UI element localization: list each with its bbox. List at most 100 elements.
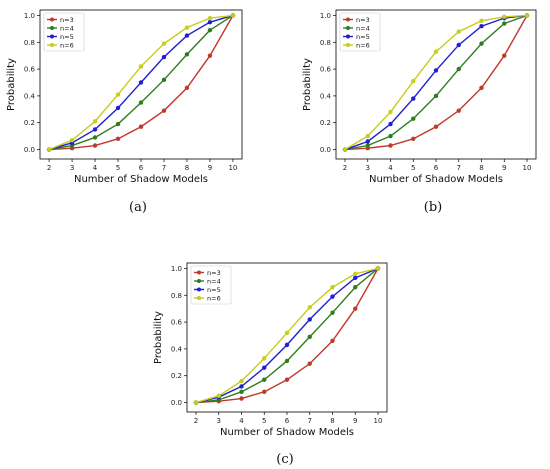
data-point-b-n=3-x9 [502,53,507,58]
data-point-c-n=4-x9 [353,285,358,290]
data-point-c-n=4-x8 [330,310,335,315]
x-tick-label-a-10: 10 [228,164,237,172]
y-tick-label-b-0.0: 0.0 [320,146,331,154]
data-point-c-n=6-x8 [330,285,335,290]
data-point-c-n=3-x6 [284,377,290,382]
legend-marker-b-n=5 [346,34,350,39]
data-point-a-n=3-x8 [184,85,190,91]
data-point-a-n=6-x3 [69,137,75,143]
data-point-a-n=3-x4 [92,143,98,148]
data-point-c-n=5-x7 [307,317,312,322]
legend-box-b [339,12,381,52]
x-axis-title-b: Number of Shadow Models [369,174,503,185]
data-point-c-n=4-x5 [262,377,267,382]
y-tick-label-b-0.4: 0.4 [320,92,332,100]
y-tick-label-a-0.2: 0.2 [24,119,35,127]
legend-marker-a-n=3 [50,17,54,22]
data-point-a-n=3-x5 [115,136,121,142]
x-tick-label-c-8: 8 [330,417,334,425]
data-point-b-n=3-x6 [433,124,439,129]
data-point-b-n=6-x7 [456,29,461,34]
data-point-b-n=6-x9 [502,14,507,20]
x-tick-label-a-8: 8 [185,164,189,172]
data-point-a-n=4-x8 [184,52,190,57]
data-point-c-n=3-x8 [330,338,335,344]
y-tick-label-b-0.8: 0.8 [320,39,331,47]
legend-label-b-n=6: n=6 [356,41,370,49]
data-point-c-n=5-x6 [284,342,290,348]
x-tick-label-b-2: 2 [343,164,347,172]
data-point-a-n=3-x7 [161,108,167,113]
data-point-a-n=6-x4 [92,119,98,124]
data-point-a-n=6-x8 [184,25,190,30]
data-point-a-n=5-x8 [184,33,190,38]
x-tick-label-c-3: 3 [217,417,221,425]
data-point-a-n=4-x7 [161,77,167,83]
data-point-c-n=3-x4 [239,396,244,401]
legend-marker-c-n=3 [197,270,201,275]
data-point-b-n=4-x5 [411,116,416,121]
x-axis-title-c: Number of Shadow Models [220,427,354,438]
data-point-c-n=5-x8 [330,294,335,299]
x-tick-label-a-5: 5 [116,164,120,172]
x-tick-label-c-4: 4 [239,417,244,425]
y-tick-label-c-0.2: 0.2 [171,372,182,380]
x-tick-label-b-3: 3 [366,164,370,172]
data-point-c-n=4-x6 [284,358,290,364]
data-point-b-n=4-x6 [433,93,439,99]
data-point-a-n=4-x9 [207,28,213,33]
y-tick-label-b-1.0: 1.0 [320,12,331,20]
data-point-c-n=6-x7 [307,305,312,310]
data-point-b-n=4-x3 [365,143,370,148]
x-tick-label-a-3: 3 [70,164,74,172]
y-tick-label-c-0.4: 0.4 [171,345,183,353]
data-point-b-n=3-x7 [456,108,461,113]
data-point-a-n=3-x6 [138,124,144,129]
x-tick-label-b-10: 10 [523,164,532,172]
data-point-c-n=6-x3 [216,393,221,399]
data-point-b-n=5-x8 [479,23,484,29]
chart-panel-a: 2 3 4 5 6 7 8 9 10 0.0 0.2 0.4 0.6 0.8 1.0 Number of Sh… [6,9,243,185]
legend-marker-c-n=5 [197,287,201,292]
y-tick-label-a-1.0: 1.0 [24,12,35,20]
y-tick-label-c-0.8: 0.8 [171,292,182,300]
x-tick-label-c-10: 10 [374,417,383,425]
data-point-b-n=6-x8 [479,18,484,24]
data-point-a-n=5-x9 [207,19,213,25]
data-point-b-n=5-x3 [365,139,370,144]
legend-label-c-n=3: n=3 [207,269,221,277]
legend-label-a-n=4: n=4 [60,24,74,32]
data-point-a-n=4-x4 [92,135,98,140]
y-tick-label-c-0.6: 0.6 [171,319,183,327]
legend-label-c-n=4: n=4 [207,277,221,285]
x-tick-label-b-7: 7 [457,164,461,172]
legend-label-c-n=6: n=6 [207,294,221,302]
x-tick-label-b-9: 9 [502,164,506,172]
data-point-b-n=4-x9 [502,21,507,26]
x-tick-label-b-6: 6 [434,164,439,172]
data-point-a-n=5-x5 [115,105,121,111]
y-tick-label-b-0.2: 0.2 [320,119,331,127]
data-point-c-n=3-x7 [307,361,312,366]
legend-marker-b-n=4 [346,26,350,30]
data-point-b-n=6-x4 [388,109,393,115]
data-point-a-n=6-x7 [161,41,167,46]
legend-marker-a-n=5 [50,34,54,39]
data-point-b-n=5-x5 [411,96,416,101]
y-tick-label-b-0.6: 0.6 [320,66,332,74]
x-tick-label-c-5: 5 [262,417,266,425]
x-tick-label-c-6: 6 [285,417,290,425]
data-point-b-n=5-x4 [388,121,393,127]
data-point-c-n=6-x2 [193,400,199,405]
data-point-b-n=4-x8 [479,41,484,46]
legend-marker-b-n=3 [346,17,350,22]
legend-marker-c-n=4 [197,279,201,283]
x-tick-label-b-5: 5 [411,164,415,172]
data-point-c-n=5-x4 [239,384,244,389]
data-point-c-n=4-x7 [307,334,312,340]
data-point-b-n=4-x4 [388,133,393,139]
data-point-c-n=6-x6 [284,330,290,336]
data-point-b-n=5-x6 [433,68,439,73]
y-tick-label-a-0.4: 0.4 [24,92,36,100]
